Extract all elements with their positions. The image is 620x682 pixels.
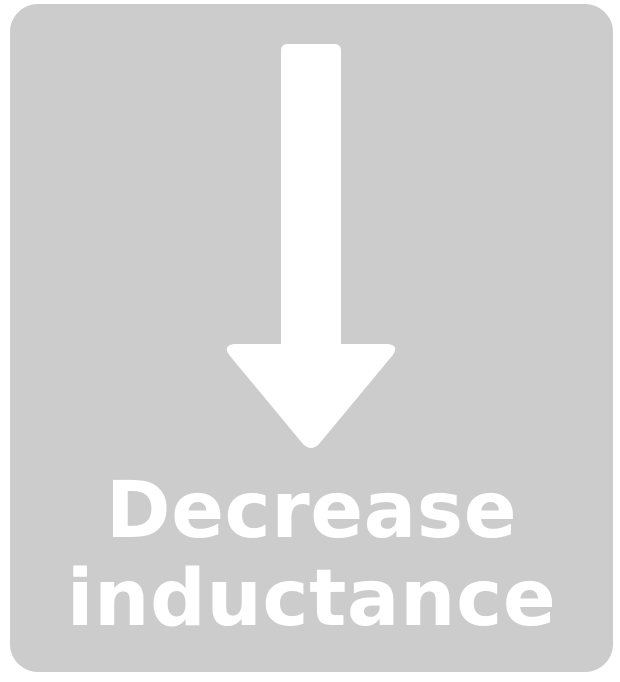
arrow-shaft (281, 44, 341, 354)
tile-label: Decrease inductance (10, 467, 613, 643)
decrease-inductance-tile[interactable]: Decrease inductance (10, 4, 613, 672)
label-line-decrease: Decrease (105, 466, 518, 556)
arrow-head (226, 344, 396, 448)
label-line-inductance: inductance (66, 554, 557, 644)
arrow-down-icon (226, 44, 396, 448)
